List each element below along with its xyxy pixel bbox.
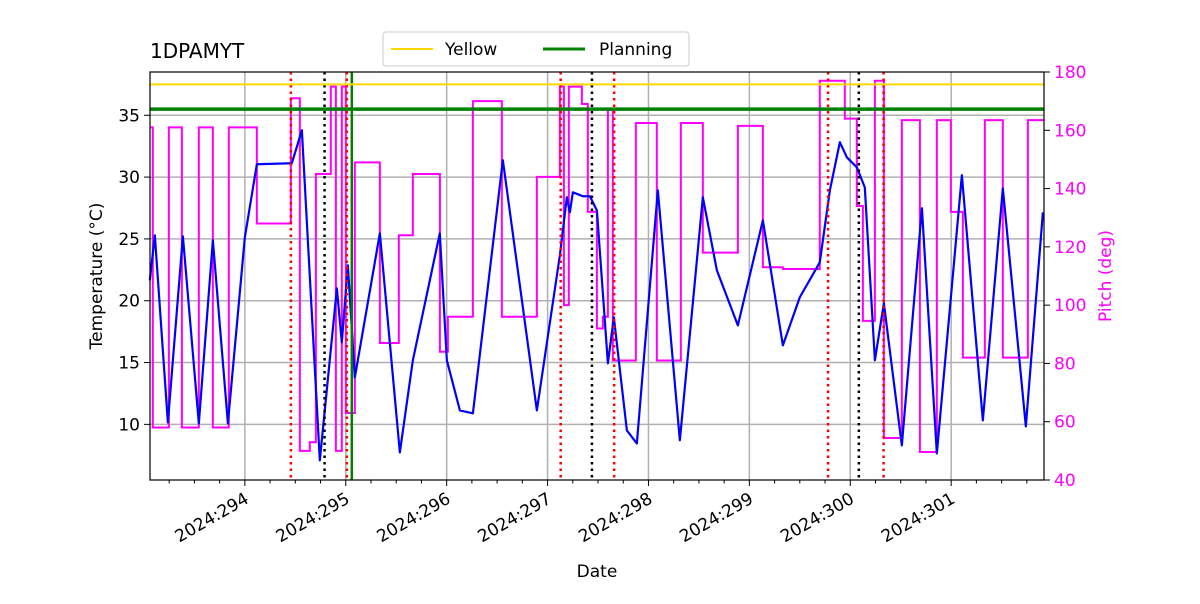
legend-label-yellow: Yellow (444, 40, 497, 60)
y2-tick-label: 40 (1054, 471, 1076, 491)
y2-tick-label: 120 (1054, 238, 1086, 258)
plot-area (148, 72, 1044, 480)
y2-tick-label: 140 (1054, 180, 1086, 200)
legend-box (382, 31, 690, 67)
x-tick-label: 2024:298 (575, 489, 656, 547)
y-tick-label: 30 (118, 168, 140, 188)
y2-axis-label: Pitch (deg) (1096, 230, 1116, 322)
axes: 2024:294 2024:295 2024:296 2024:297 2024:298… (118, 63, 1086, 547)
y2-tick-label: 100 (1054, 296, 1086, 316)
x-tick-label: 2024:299 (676, 489, 757, 547)
y-tick-label: 35 (118, 106, 140, 126)
x-tick-label: 2024:297 (475, 489, 556, 547)
y-tick-label: 20 (118, 292, 140, 312)
y-axis-label: Temperature (°C) (87, 203, 107, 351)
x-tick-label: 2024:295 (273, 489, 354, 547)
y2-tick-label: 160 (1054, 121, 1086, 141)
x-tick-label: 2024:301 (878, 489, 959, 547)
y2-tick-label: 180 (1054, 63, 1086, 83)
plot-frame (149, 71, 1045, 481)
y-tick-label: 10 (118, 415, 140, 435)
pitch-series-line (149, 79, 1044, 454)
x-tick-label: 2024:300 (777, 489, 858, 547)
temperature-series-line (148, 129, 1044, 462)
y-tick-label: 15 (118, 354, 140, 374)
y-tick-label: 25 (118, 230, 140, 250)
x-tick-label: 2024:296 (374, 489, 455, 547)
y2-tick-label: 60 (1054, 413, 1076, 433)
x-axis-label: Date (577, 562, 618, 582)
x-tick-label: 2024:294 (172, 489, 253, 547)
legend-label-planning: Planning (599, 40, 672, 60)
y2-tick-label: 80 (1054, 354, 1076, 374)
legend: Yellow Planning (382, 31, 690, 67)
chart-title: 1DPAMYT (150, 39, 245, 63)
